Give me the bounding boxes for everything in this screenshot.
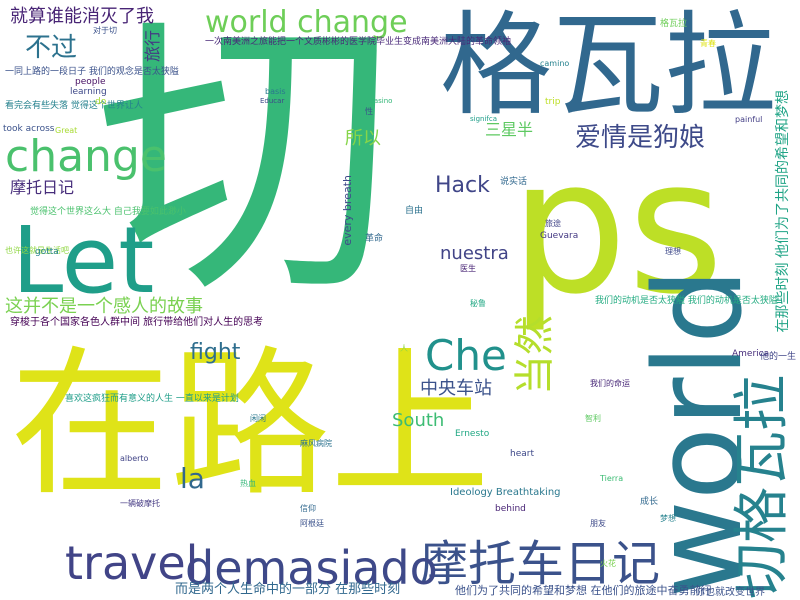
cloud-word: 也许这就是生活吧 <box>5 246 69 255</box>
cloud-word: 革命 <box>365 234 384 244</box>
cloud-word: Che <box>425 331 507 380</box>
cloud-word: 梦想 <box>660 514 676 523</box>
cloud-word: 一辆破摩托 <box>120 499 160 508</box>
cloud-word: 看完会有些失落 觉得这个世界让人 <box>5 101 143 111</box>
cloud-word: 在路上 <box>10 331 491 518</box>
cloud-word: heart <box>510 449 534 459</box>
cloud-word: 而是两个人生命中的一部分 在那些时刻 <box>175 582 401 597</box>
cloud-word: Guevara <box>540 231 579 241</box>
cloud-word: 说实话 <box>500 177 528 187</box>
cloud-word: trip <box>545 97 561 107</box>
cloud-word: 信仰 <box>300 504 316 513</box>
cloud-word: Ideology Breathtaking <box>450 487 561 498</box>
cloud-word: 穿梭于各个国家各色人群中间 旅行带给他们对人生的思考 <box>10 317 264 328</box>
cloud-word: 当然 <box>512 315 558 395</box>
cloud-word: 摩托日记 <box>10 178 75 197</box>
cloud-word: 麻风病院 <box>300 439 332 448</box>
cloud-word: alberto <box>120 454 149 463</box>
cloud-word: 就算谁能消灭了我 <box>10 6 154 27</box>
cloud-word: Educar <box>260 97 285 105</box>
cloud-word: people <box>75 77 106 87</box>
cloud-word: 你也就改变世界 <box>695 587 765 598</box>
cloud-word: la <box>180 462 205 495</box>
cloud-word: 火花 <box>600 559 616 568</box>
cloud-word: 性 <box>365 107 373 116</box>
cloud-word: 朋友 <box>590 519 606 528</box>
cloud-word: 在那些时刻 他们为了共同的希望和梦想 <box>775 90 791 333</box>
cloud-word: Great <box>55 126 78 135</box>
cloud-word: do <box>95 97 107 107</box>
cloud-word: 闲闲 <box>250 414 266 423</box>
cloud-word: 爱情是狗娘 <box>575 123 706 153</box>
cloud-word: 他们为了共同的希望和梦想 在他们的旅途中奋勇前行 <box>455 584 712 597</box>
cloud-word: South <box>392 410 445 431</box>
cloud-word: 格瓦拉 <box>440 1 776 131</box>
cloud-word: behind <box>495 504 526 514</box>
cloud-word: 对于切 <box>93 26 117 35</box>
cloud-word: 三星半 <box>485 120 534 139</box>
cloud-word: gotta <box>35 247 59 257</box>
cloud-word: 格瓦拉 <box>660 19 688 29</box>
cloud-word: Let <box>12 207 155 314</box>
cloud-word: 摩托车日记 <box>420 536 661 592</box>
cloud-word: ps <box>510 119 724 335</box>
cloud-word: 我们的动机是否太狭隘 我们的动机是否太狭隘 <box>595 296 778 306</box>
cloud-word: fight <box>190 340 241 365</box>
cloud-word: took across <box>3 124 55 134</box>
cloud-word: change <box>5 131 167 182</box>
cloud-word: 中央车站 <box>420 378 492 399</box>
cloud-word: 我们的命运 <box>590 379 630 388</box>
cloud-word: 旅行 <box>143 30 162 63</box>
cloud-word: 切 <box>95 0 395 334</box>
cloud-word: 人 <box>400 344 408 353</box>
cloud-word: 所以 <box>345 128 381 149</box>
cloud-word: 一同上路的一段日子 我们的观念是否太狭隘 <box>5 67 179 77</box>
cloud-word: 这并不是一个感人的故事 <box>5 296 203 317</box>
cloud-word: signifca <box>470 115 498 123</box>
cloud-word: 自由 <box>405 206 424 216</box>
cloud-word: 热血 <box>240 479 256 488</box>
cloud-word: painful <box>735 115 763 124</box>
cloud-word: learning <box>70 87 107 97</box>
cloud-word: America <box>732 349 770 359</box>
cloud-word: 一次南美洲之旅能把一个文质彬彬的医学院毕业生变成南美洲大陆的革命领袖 <box>205 37 512 47</box>
cloud-word: demasiado <box>185 541 438 595</box>
cloud-word: travel <box>65 536 199 590</box>
cloud-word: Tierra <box>600 474 624 483</box>
cloud-word: 旅途 <box>545 219 561 228</box>
cloud-word: 医生 <box>460 264 476 273</box>
cloud-word: 不过 <box>25 33 78 63</box>
cloud-word: nuestra <box>440 243 509 264</box>
cloud-word: 觉得这个世界这么大 自己我要如此渺小 <box>30 207 186 217</box>
cloud-word: 他的一生 <box>760 352 797 362</box>
cloud-word: 喜欢这疯狂而有意义的人生 一直以来是计划 <box>65 394 239 404</box>
cloud-word: camino <box>540 59 570 68</box>
cloud-word: 青春 <box>700 39 716 48</box>
cloud-word: 理想 <box>665 247 681 256</box>
cloud-word: 切格瓦拉 <box>730 375 795 599</box>
cloud-word: casino <box>370 97 393 105</box>
cloud-word: 阿根廷 <box>300 519 324 528</box>
cloud-word: 成长 <box>640 497 659 507</box>
cloud-word: Hack <box>435 173 490 198</box>
cloud-word: basis <box>265 87 286 96</box>
cloud-word: 智利 <box>585 414 601 423</box>
cloud-word: every breath <box>341 175 354 246</box>
cloud-word: 秘鲁 <box>470 299 486 308</box>
cloud-word: world change <box>205 5 408 40</box>
cloud-word: Ernesto <box>455 429 490 439</box>
